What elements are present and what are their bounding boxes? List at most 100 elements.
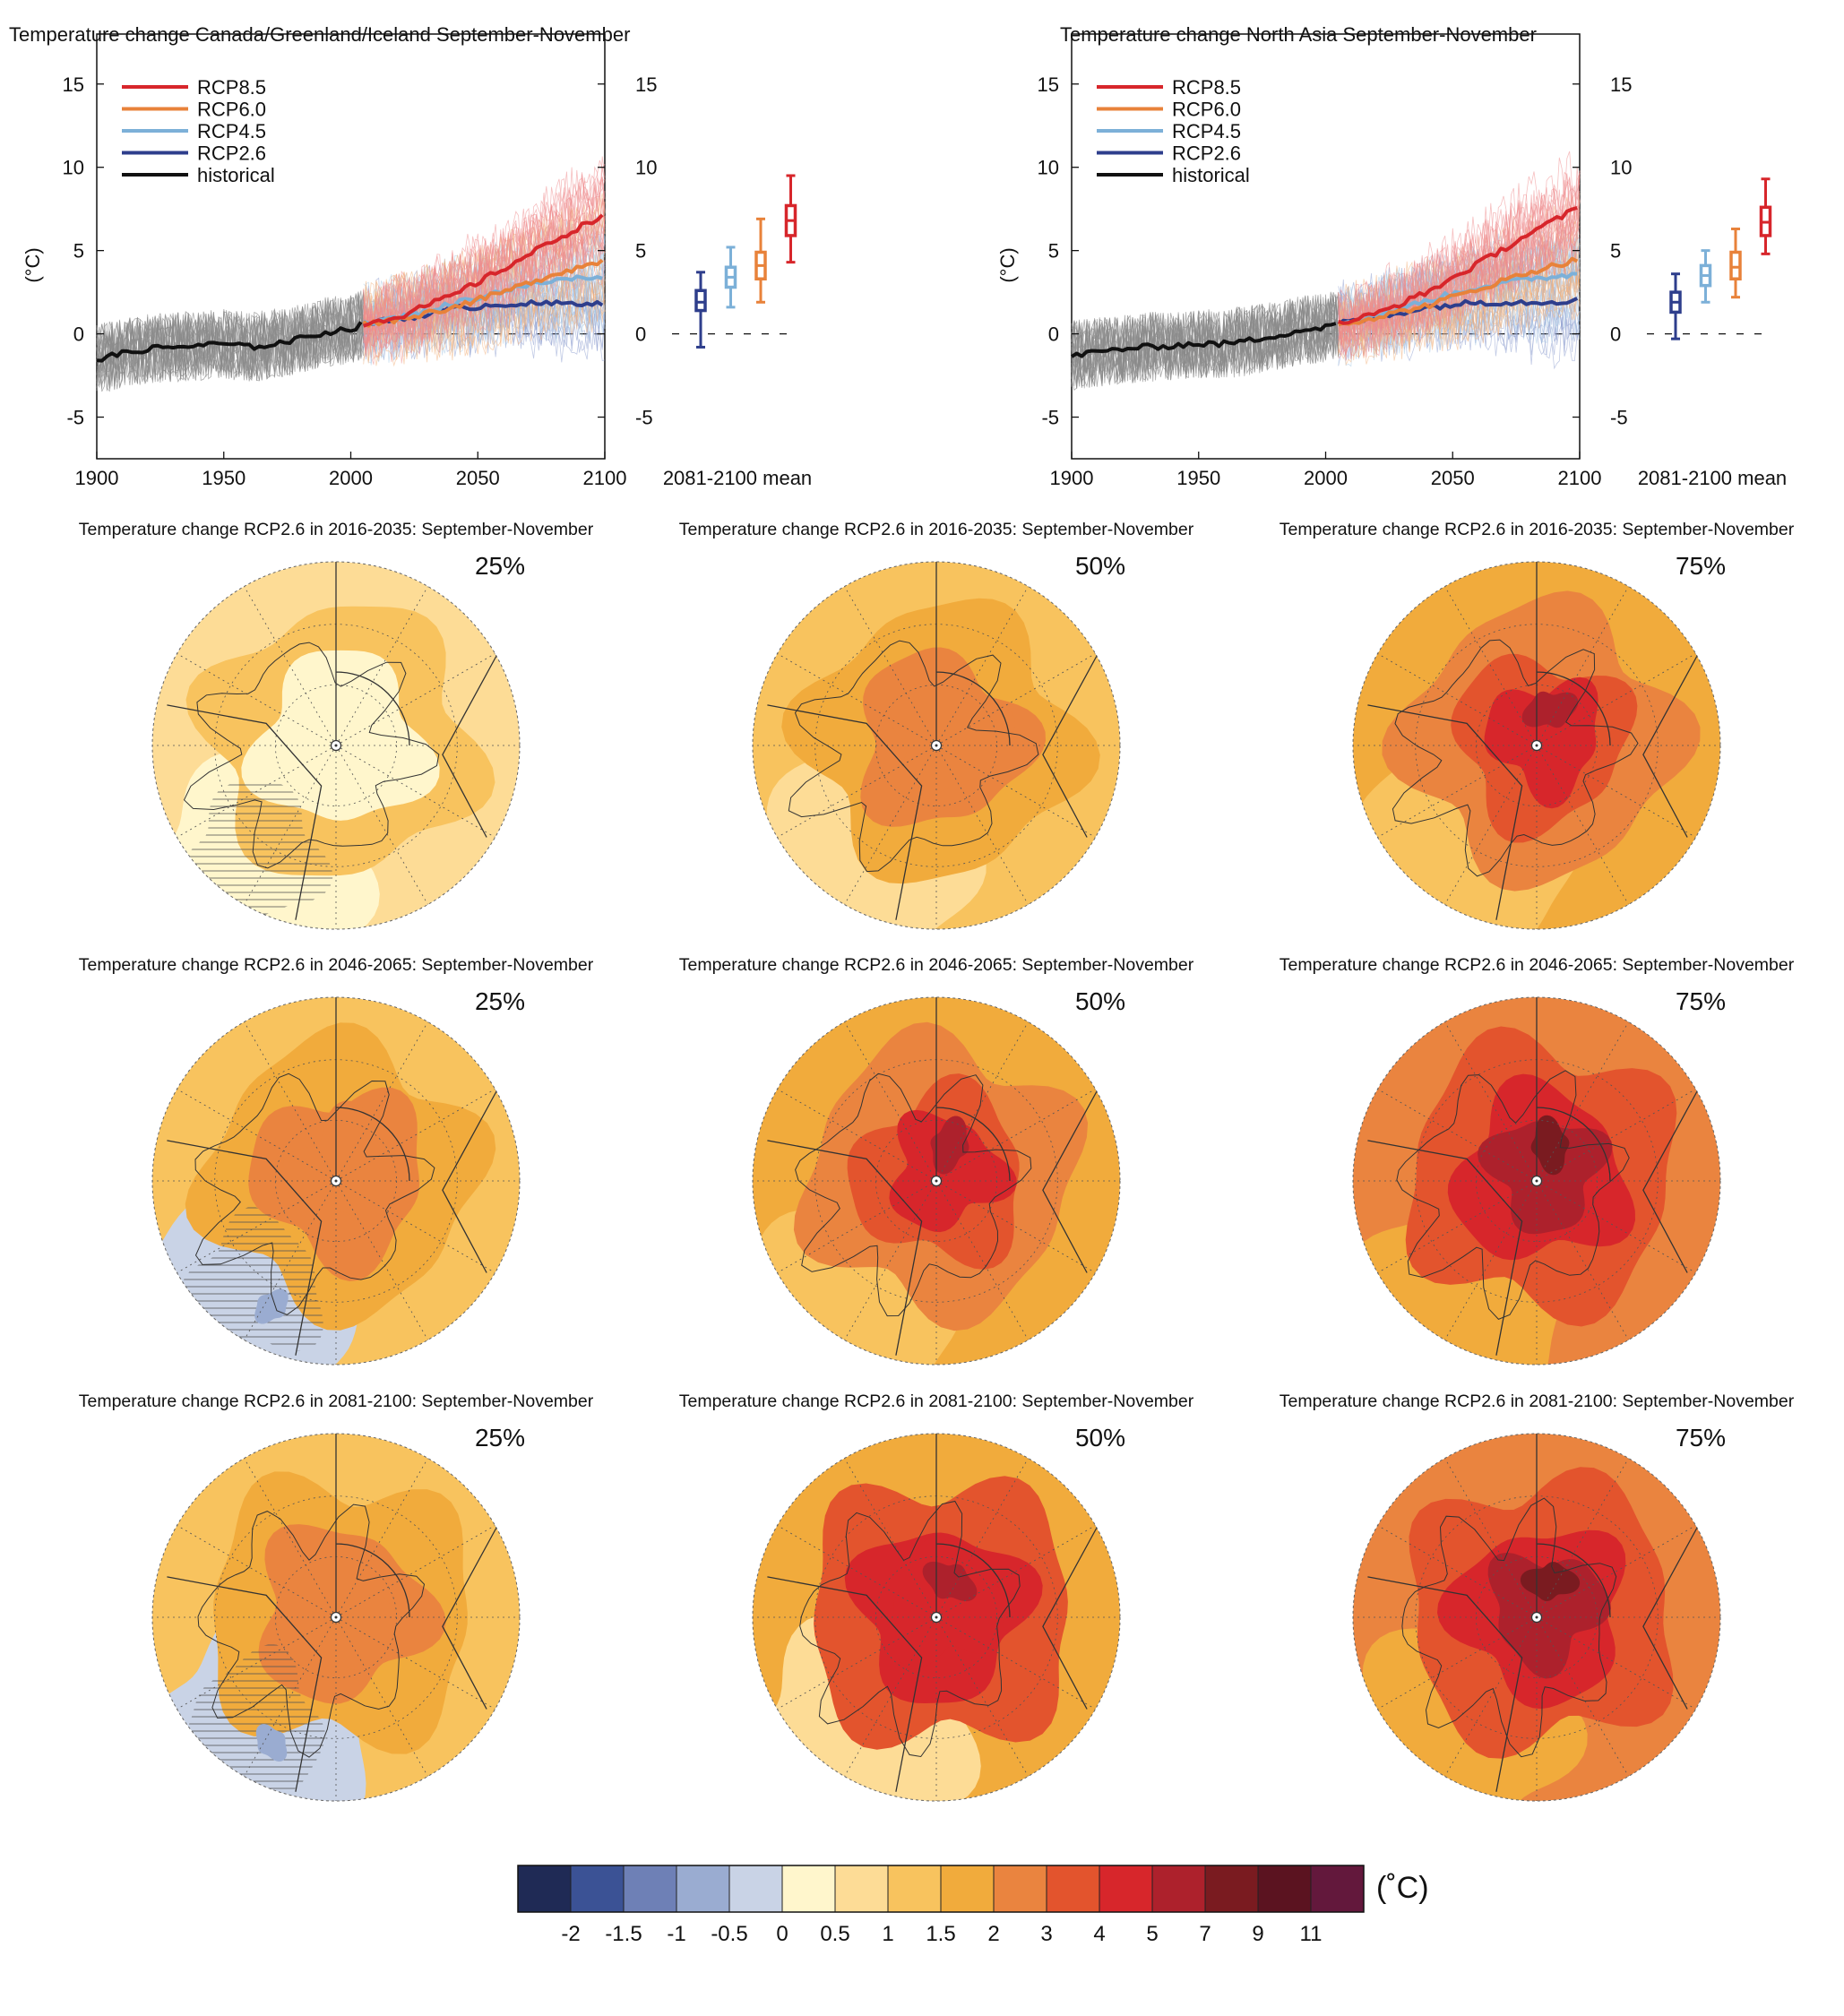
map-coastline	[799, 1500, 1021, 1758]
map-meridian	[1444, 586, 1538, 746]
series-line-rcp85	[363, 213, 604, 328]
map-meridian	[844, 1180, 937, 1340]
scenario-member-line	[1338, 213, 1581, 359]
legend-label: RCP2.6	[197, 142, 266, 165]
north-pole-dot	[334, 1615, 338, 1619]
map-meridian	[777, 653, 937, 746]
map-meridian	[935, 1458, 1029, 1618]
y-tick-label-left: 10	[1038, 157, 1059, 179]
polar-map-panel: Temperature change RCP2.6 in 2081-2100: …	[679, 1391, 1194, 1802]
map-hatching	[181, 1644, 325, 1795]
north-pole-dot	[1535, 744, 1538, 747]
map-meridian	[844, 1021, 937, 1182]
timeseries-panel-2: Temperature change North Asia September-…	[996, 23, 1787, 489]
y-tick-label-left: 5	[1048, 240, 1059, 263]
map-meridian	[335, 1180, 495, 1273]
map-body	[1353, 1434, 1720, 1801]
map-meridian	[335, 745, 428, 905]
north-pole-dot	[935, 744, 938, 747]
x-tick-label: 1900	[1050, 467, 1094, 489]
map-meridian	[244, 1458, 337, 1618]
map-body	[152, 562, 520, 929]
x-tick-label: 2100	[583, 467, 627, 489]
colorbar-cell	[1099, 1865, 1153, 1913]
map-meridian	[1377, 1089, 1538, 1182]
boxplots	[1669, 177, 1772, 340]
map-region-outline	[335, 997, 410, 1182]
colorbar-cell	[1257, 1865, 1312, 1913]
colorbar-tick-label: 1.5	[926, 1922, 955, 1946]
map-coastline	[1392, 639, 1639, 877]
x-tick-label: 2050	[1431, 467, 1475, 489]
map-meridian	[777, 1089, 937, 1182]
colorbar-cell	[623, 1865, 677, 1913]
map-title: Temperature change RCP2.6 in 2016-2035: …	[1280, 520, 1795, 539]
map-meridian	[935, 745, 1029, 905]
series-line-rcp85	[1338, 205, 1578, 325]
map-meridian	[935, 1616, 1029, 1777]
map-meridian	[335, 1021, 428, 1182]
map-region-outline	[1042, 1525, 1099, 1710]
map-meridian	[244, 586, 337, 746]
polar-map-panel: Temperature change RCP2.6 in 2016-2035: …	[79, 520, 594, 930]
polar-map-grid: Temperature change RCP2.6 in 2016-2035: …	[79, 520, 1795, 1802]
polar-map-panel: Temperature change RCP2.6 in 2046-2065: …	[79, 955, 594, 1366]
map-meridian	[1536, 653, 1696, 746]
map-meridian	[1444, 745, 1538, 905]
polar-map-panel: Temperature change RCP2.6 in 2046-2065: …	[679, 955, 1194, 1366]
timeseries-panels: Temperature change Canada/Greenland/Icel…	[9, 23, 1787, 489]
colorbar-tick-label: 7	[1199, 1922, 1211, 1946]
colorbar-tick-label: -0.5	[711, 1922, 747, 1946]
scenario-member-line	[363, 213, 606, 350]
x-tick-label: 1950	[202, 467, 246, 489]
map-body	[1353, 997, 1720, 1365]
scenario-member-line	[363, 163, 606, 337]
map-meridian	[335, 1616, 495, 1710]
series-line-rcp60	[1338, 256, 1579, 327]
map-meridian	[335, 1616, 428, 1777]
x-tick-label: 1900	[75, 467, 119, 489]
scenario-member-line	[1338, 228, 1581, 359]
map-arctic-core	[281, 1100, 401, 1230]
map-meridian	[844, 586, 937, 746]
map-region-outline	[1536, 997, 1611, 1182]
map-meridian	[1536, 745, 1629, 905]
map-coastline	[194, 1073, 435, 1315]
map-coastline	[1396, 1070, 1630, 1320]
colorbar-tick-label: 3	[1040, 1922, 1052, 1946]
map-coastline	[183, 642, 440, 869]
y-tick-label-right: 15	[1610, 73, 1632, 96]
colorbar-tick-label: 1	[882, 1922, 893, 1946]
map-meridian	[935, 1525, 1096, 1618]
map-meridian	[1444, 1180, 1538, 1340]
map-meridian	[1444, 1021, 1538, 1182]
map-meridian	[935, 1180, 1096, 1273]
colorbar-cell	[570, 1865, 625, 1913]
map-title: Temperature change RCP2.6 in 2046-2065: …	[679, 955, 1194, 975]
map-title: Temperature change RCP2.6 in 2016-2035: …	[79, 520, 594, 539]
map-meridian	[777, 745, 937, 838]
y-tick-label-right: 10	[635, 157, 657, 179]
map-meridian	[935, 1180, 1029, 1340]
map-hotspot	[1520, 1562, 1581, 1601]
map-percentile: 25%	[475, 1424, 525, 1452]
map-title: Temperature change RCP2.6 in 2081-2100: …	[1280, 1391, 1795, 1411]
map-body	[152, 997, 520, 1365]
polar-map-panel: Temperature change RCP2.6 in 2046-2065: …	[1280, 955, 1795, 1366]
colorbar-frame	[517, 1865, 1365, 1913]
polar-map-panel: Temperature change RCP2.6 in 2016-2035: …	[1280, 520, 1795, 930]
y-tick-label-left: 15	[63, 73, 84, 96]
map-meridian	[777, 1525, 937, 1618]
legend-label: RCP2.6	[1172, 142, 1241, 165]
map-rim	[1352, 1433, 1721, 1802]
map-hatching	[177, 781, 333, 917]
colorbar-tick-label: 0.5	[820, 1922, 849, 1946]
map-body	[753, 997, 1120, 1365]
legend-label: historical	[197, 164, 275, 186]
map-hatching	[181, 1207, 323, 1351]
map-cooling-patch	[255, 1724, 288, 1762]
colorbar-cell	[1151, 1865, 1206, 1913]
north-pole-dot	[334, 744, 338, 747]
map-meridian	[935, 1089, 1096, 1182]
map-title: Temperature change RCP2.6 in 2081-2100: …	[679, 1391, 1194, 1411]
